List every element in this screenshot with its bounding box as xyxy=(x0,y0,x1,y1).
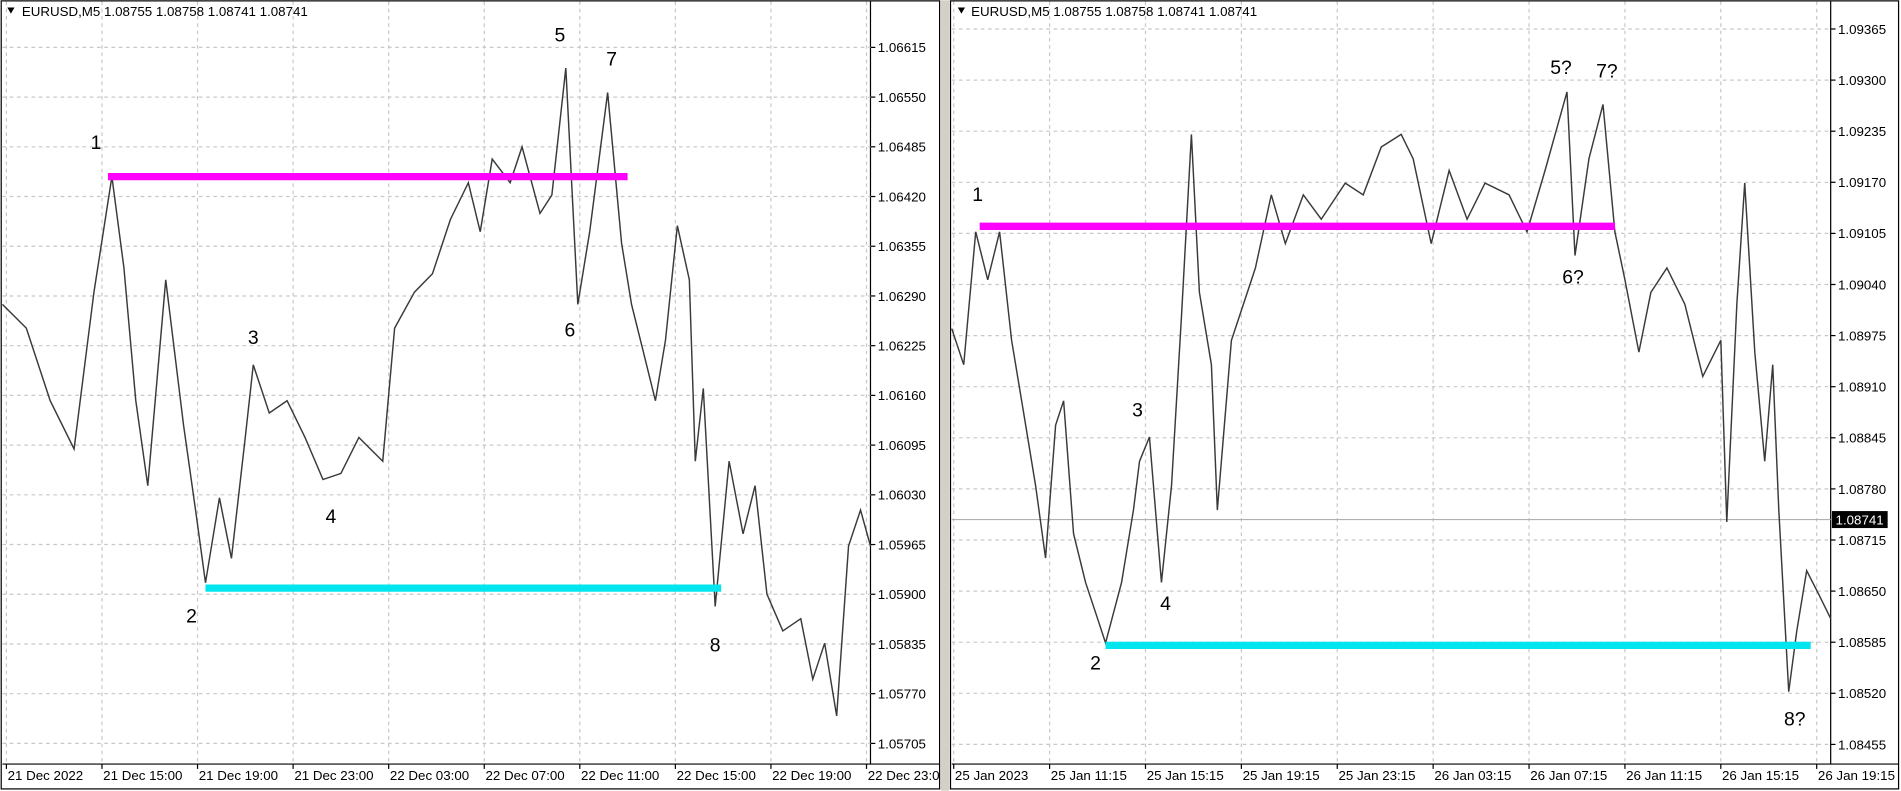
chart-frame xyxy=(949,0,1900,790)
y-tick-label: 1.06355 xyxy=(878,239,926,254)
annotation: 6 xyxy=(564,319,575,341)
annotation: 7 xyxy=(606,49,617,71)
current-price-box xyxy=(1831,511,1888,529)
annotation: 3 xyxy=(1132,400,1143,422)
x-tick-label: 22 Dec 19:00 xyxy=(772,768,851,783)
y-tick-label: 1.08715 xyxy=(1838,533,1886,548)
y-tick-label: 1.09170 xyxy=(1838,175,1886,190)
x-tick-label: 22 Dec 07:00 xyxy=(485,768,564,783)
y-tick-label: 1.06550 xyxy=(878,90,926,105)
chart-frame xyxy=(0,0,941,790)
x-tick-label: 25 Jan 23:15 xyxy=(1338,768,1415,783)
x-tick-label: 25 Jan 19:15 xyxy=(1243,768,1320,783)
x-tick-label: 25 Jan 11:15 xyxy=(1051,768,1127,783)
x-tick-label: 22 Dec 15:00 xyxy=(677,768,756,783)
price-line xyxy=(951,91,1832,692)
x-tick-label: 22 Dec 11:00 xyxy=(581,768,659,783)
price-line xyxy=(1,67,872,717)
y-tick-label: 1.05705 xyxy=(878,736,926,751)
y-tick-label: 1.08910 xyxy=(1838,380,1886,395)
annotation: 2 xyxy=(186,606,197,628)
y-tick-label: 1.09365 xyxy=(1838,22,1886,37)
annotation: 8? xyxy=(1784,709,1806,731)
x-tick-label: 21 Dec 2022 xyxy=(8,768,84,783)
y-tick-label: 1.06095 xyxy=(878,438,926,453)
window-splitter xyxy=(940,0,950,791)
annotation: 6? xyxy=(1562,267,1584,289)
annotation: 4 xyxy=(326,506,337,528)
annotation: 5? xyxy=(1550,57,1572,79)
x-tick-label: 26 Jan 15:15 xyxy=(1722,768,1799,783)
y-tick-label: 1.09235 xyxy=(1838,124,1886,139)
x-tick-label: 21 Dec 19:00 xyxy=(199,768,278,783)
x-tick-label: 21 Dec 15:00 xyxy=(103,768,182,783)
header-arrow[interactable] xyxy=(957,7,966,14)
y-tick-label: 1.06030 xyxy=(878,488,926,503)
y-tick-label: 1.06290 xyxy=(878,289,926,304)
y-tick-label: 1.06160 xyxy=(878,388,926,403)
y-tick-label: 1.06225 xyxy=(878,339,926,354)
x-tick-label: 26 Jan 07:15 xyxy=(1530,768,1607,783)
y-tick-label: 1.08520 xyxy=(1838,686,1886,701)
y-tick-label: 1.06420 xyxy=(878,189,926,204)
annotation: 4 xyxy=(1160,593,1171,615)
y-tick-label: 1.08975 xyxy=(1838,328,1886,343)
y-tick-label: 1.09300 xyxy=(1838,73,1886,88)
header-arrow[interactable] xyxy=(7,7,15,14)
chart-header: EURUSD,M5 1.08755 1.08758 1.08741 1.0874… xyxy=(22,4,308,19)
y-tick-label: 1.09040 xyxy=(1838,277,1886,292)
x-tick-label: 26 Jan 11:15 xyxy=(1626,768,1702,783)
x-tick-label: 22 Dec 23:0 xyxy=(868,768,940,783)
y-tick-label: 1.09105 xyxy=(1838,226,1886,241)
chart-header: EURUSD,M5 1.08755 1.08758 1.08741 1.0874… xyxy=(971,4,1257,19)
y-tick-label: 1.08650 xyxy=(1838,584,1886,599)
current-price-label: 1.08741 xyxy=(1836,512,1884,527)
y-tick-label: 1.08585 xyxy=(1838,635,1886,650)
x-tick-label: 26 Jan 03:15 xyxy=(1434,768,1511,783)
y-tick-label: 1.08780 xyxy=(1838,482,1886,497)
y-tick-label: 1.08845 xyxy=(1838,431,1886,446)
annotation: 2 xyxy=(1090,653,1101,675)
x-tick-label: 25 Jan 2023 xyxy=(955,768,1028,783)
x-tick-label: 22 Dec 03:00 xyxy=(390,768,469,783)
x-tick-label: 25 Jan 15:15 xyxy=(1147,768,1224,783)
y-tick-label: 1.05900 xyxy=(878,587,926,602)
y-tick-label: 1.08455 xyxy=(1838,737,1886,752)
annotation: 8 xyxy=(710,635,721,657)
x-tick-label: 26 Jan 19:15 xyxy=(1818,768,1895,783)
annotation: 1 xyxy=(91,132,102,154)
annotation: 7? xyxy=(1596,61,1618,83)
annotation: 3 xyxy=(248,327,259,349)
y-tick-label: 1.05965 xyxy=(878,537,926,552)
x-tick-label: 21 Dec 23:00 xyxy=(294,768,373,783)
annotation: 5 xyxy=(555,24,566,46)
y-tick-label: 1.06615 xyxy=(878,40,926,55)
annotation: 1 xyxy=(972,184,983,206)
y-tick-label: 1.06485 xyxy=(878,140,926,155)
y-tick-label: 1.05835 xyxy=(878,637,926,652)
y-tick-label: 1.05770 xyxy=(878,687,926,702)
